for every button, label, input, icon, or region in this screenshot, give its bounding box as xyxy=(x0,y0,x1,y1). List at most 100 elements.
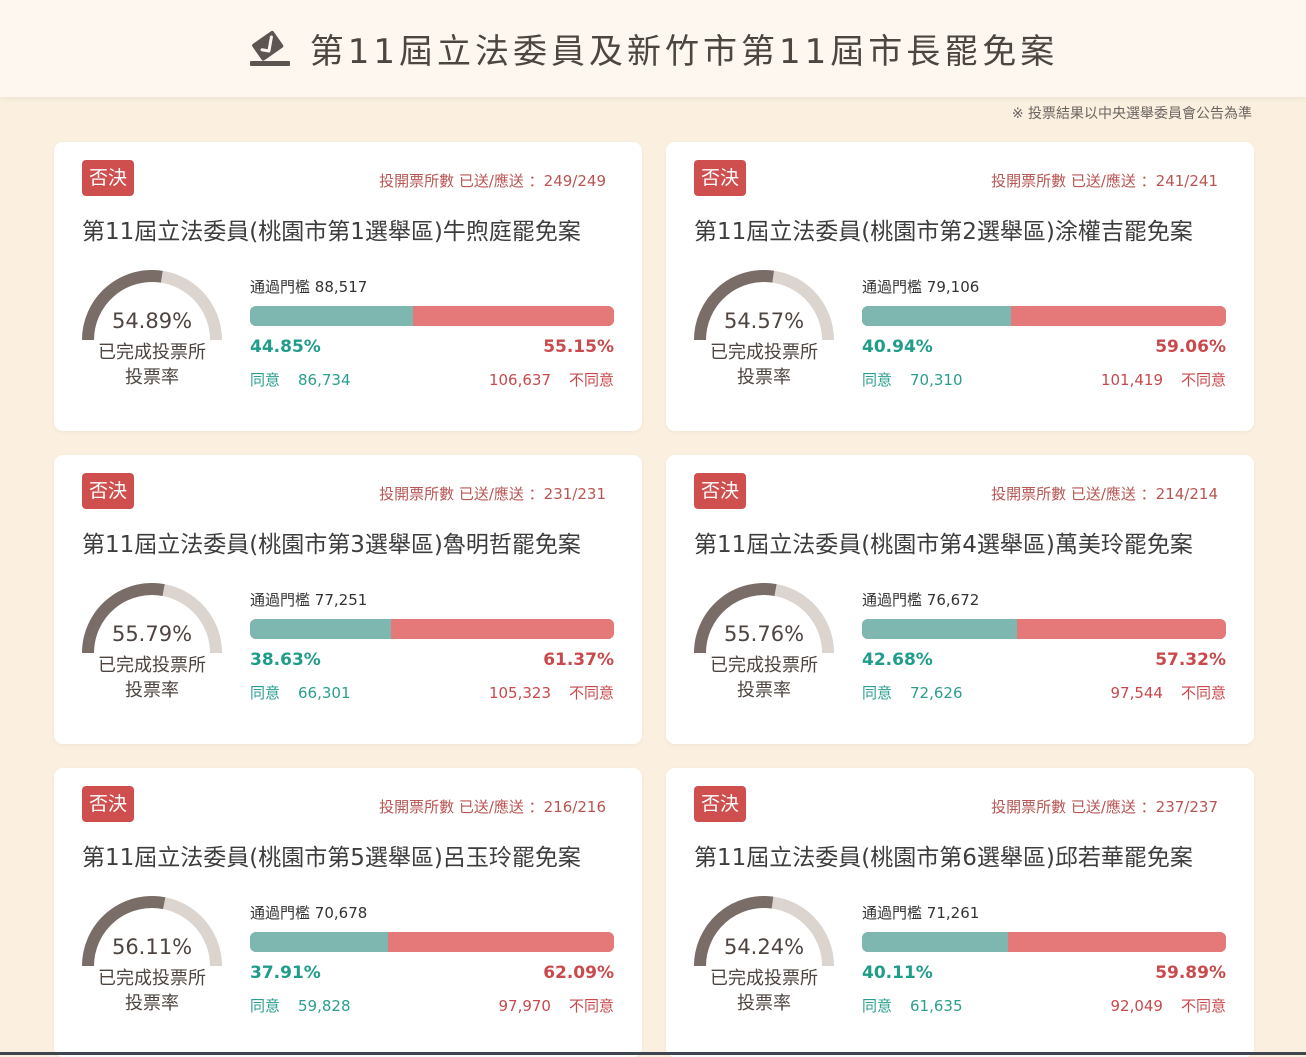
turnout-label: 已完成投票所 投票率 xyxy=(98,342,206,388)
stations-reported: 投開票所數 已送/應送 ：241/241 xyxy=(991,172,1218,190)
turnout-gauge xyxy=(694,583,834,654)
stations-reported: 投開票所數 已送/應送 ：249/249 xyxy=(379,172,606,190)
agree-votes: 同意 72,626 xyxy=(862,684,963,702)
disclaimer-note: ※ 投票結果以中央選舉委員會公告為準 xyxy=(1011,106,1252,122)
disagree-percent: 59.06% xyxy=(1155,337,1226,357)
disagree-bar-segment xyxy=(390,619,614,639)
disagree-percent: 55.15% xyxy=(543,337,614,357)
card-title: 第11屆立法委員(桃園市第1選舉區)牛煦庭罷免案 xyxy=(82,219,581,245)
gauge-fill xyxy=(694,583,777,654)
agree-percent: 44.85% xyxy=(250,337,321,357)
pass-threshold: 通過門檻 77,251 xyxy=(250,591,368,609)
recall-result-card: 否決 投開票所數 已送/應送 ：237/237 第11屆立法委員(桃園市第6選舉… xyxy=(666,768,1254,1057)
result-badge: 否決 xyxy=(82,786,135,822)
turnout-label: 已完成投票所 投票率 xyxy=(710,968,818,1014)
card-title: 第11屆立法委員(桃園市第2選舉區)涂權吉罷免案 xyxy=(694,219,1193,245)
pass-threshold: 通過門檻 76,672 xyxy=(862,591,980,609)
agree-votes: 同意 66,301 xyxy=(250,684,351,702)
agree-bar-segment xyxy=(862,932,1008,952)
disagree-percent: 57.32% xyxy=(1155,650,1226,670)
turnout-label: 已完成投票所 投票率 xyxy=(98,968,206,1014)
turnout-percent: 54.57% xyxy=(723,309,805,333)
stations-reported: 投開票所數 已送/應送 ：237/237 xyxy=(991,798,1218,816)
disagree-percent: 61.37% xyxy=(543,650,614,670)
agree-percent: 40.11% xyxy=(862,963,933,983)
vote-split-bar xyxy=(862,619,1226,639)
turnout-percent: 54.89% xyxy=(111,309,193,333)
disagree-bar-segment xyxy=(413,306,614,326)
vote-split-bar xyxy=(250,932,614,952)
result-badge: 否決 xyxy=(694,160,747,196)
result-badge: 否決 xyxy=(82,160,135,196)
stations-reported: 投開票所數 已送/應送 ：231/231 xyxy=(379,485,606,503)
gauge-fill xyxy=(694,270,775,341)
disagree-percent: 59.89% xyxy=(1155,963,1226,983)
gauge-fill xyxy=(694,896,774,967)
stations-reported: 投開票所數 已送/應送 ：216/216 xyxy=(379,798,606,816)
recall-result-card: 否決 投開票所數 已送/應送 ：216/216 第11屆立法委員(桃園市第5選舉… xyxy=(54,768,642,1057)
recall-result-card: 否決 投開票所數 已送/應送 ：249/249 第11屆立法委員(桃園市第1選舉… xyxy=(54,142,642,431)
agree-bar-segment xyxy=(862,306,1012,326)
agree-bar-segment xyxy=(250,932,388,952)
recall-result-card: 否決 投開票所數 已送/應送 ：231/231 第11屆立法委員(桃園市第3選舉… xyxy=(54,455,642,744)
disagree-votes: 97,544 不同意 xyxy=(1110,684,1226,702)
agree-votes: 同意 86,734 xyxy=(250,371,351,389)
disagree-votes: 105,323 不同意 xyxy=(488,684,614,702)
card-title: 第11屆立法委員(桃園市第5選舉區)呂玉玲罷免案 xyxy=(82,845,581,871)
pass-threshold: 通過門檻 71,261 xyxy=(862,904,980,922)
vote-split-bar xyxy=(250,619,614,639)
agree-bar-segment xyxy=(862,619,1018,639)
vote-split-bar xyxy=(862,932,1226,952)
turnout-gauge xyxy=(82,896,222,967)
turnout-gauge xyxy=(82,583,222,654)
agree-votes: 同意 61,635 xyxy=(862,997,963,1015)
bottom-border xyxy=(0,1052,1306,1055)
turnout-label: 已完成投票所 投票率 xyxy=(98,655,206,701)
pass-threshold: 通過門檻 79,106 xyxy=(862,278,980,296)
disagree-votes: 92,049 不同意 xyxy=(1110,997,1226,1015)
ballot-check-icon xyxy=(249,30,290,66)
pass-threshold: 通過門檻 88,517 xyxy=(250,278,368,296)
result-badge: 否決 xyxy=(82,473,135,509)
vote-split-bar xyxy=(862,306,1226,326)
turnout-percent: 55.79% xyxy=(111,622,193,646)
turnout-percent: 56.11% xyxy=(111,935,193,959)
page-title: 第11屆立法委員及新竹市第11屆市長罷免案 xyxy=(309,32,1059,72)
agree-bar-segment xyxy=(250,619,391,639)
recall-result-card: 否決 投開票所數 已送/應送 ：214/214 第11屆立法委員(桃園市第4選舉… xyxy=(666,455,1254,744)
turnout-gauge xyxy=(694,270,834,341)
agree-votes: 同意 59,828 xyxy=(250,997,351,1015)
disagree-votes: 101,419 不同意 xyxy=(1100,371,1226,389)
gauge-fill xyxy=(82,270,163,341)
turnout-gauge xyxy=(694,896,834,967)
disagree-bar-segment xyxy=(1017,619,1226,639)
agree-percent: 37.91% xyxy=(250,963,321,983)
agree-percent: 40.94% xyxy=(862,337,933,357)
page-header: 第11屆立法委員及新竹市第11屆市長罷免案 xyxy=(0,0,1306,97)
card-title: 第11屆立法委員(桃園市第6選舉區)邱若華罷免案 xyxy=(694,845,1193,871)
agree-bar-segment xyxy=(250,306,414,326)
gauge-fill xyxy=(82,583,165,654)
turnout-label: 已完成投票所 投票率 xyxy=(710,342,818,388)
stations-reported: 投開票所數 已送/應送 ：214/214 xyxy=(991,485,1218,503)
disagree-bar-segment xyxy=(1011,306,1226,326)
header-inner: 第11屆立法委員及新竹市第11屆市長罷免案 xyxy=(248,1,1059,96)
recall-result-card: 否決 投開票所數 已送/應送 ：241/241 第11屆立法委員(桃園市第2選舉… xyxy=(666,142,1254,431)
card-title: 第11屆立法委員(桃園市第3選舉區)魯明哲罷免案 xyxy=(82,532,581,558)
card-title: 第11屆立法委員(桃園市第4選舉區)萬美玲罷免案 xyxy=(694,532,1193,558)
turnout-percent: 55.76% xyxy=(723,622,805,646)
agree-percent: 38.63% xyxy=(250,650,321,670)
disagree-votes: 106,637 不同意 xyxy=(488,371,614,389)
turnout-percent: 54.24% xyxy=(723,935,805,959)
turnout-gauge xyxy=(82,270,222,341)
turnout-label: 已完成投票所 投票率 xyxy=(710,655,818,701)
pass-threshold: 通過門檻 70,678 xyxy=(250,904,368,922)
disagree-percent: 62.09% xyxy=(543,963,614,983)
gauge-fill xyxy=(82,896,166,967)
result-badge: 否決 xyxy=(694,473,747,509)
agree-votes: 同意 70,310 xyxy=(862,371,963,389)
agree-percent: 42.68% xyxy=(862,650,933,670)
vote-split-bar xyxy=(250,306,614,326)
disagree-bar-segment xyxy=(387,932,614,952)
disagree-votes: 97,970 不同意 xyxy=(498,997,614,1015)
